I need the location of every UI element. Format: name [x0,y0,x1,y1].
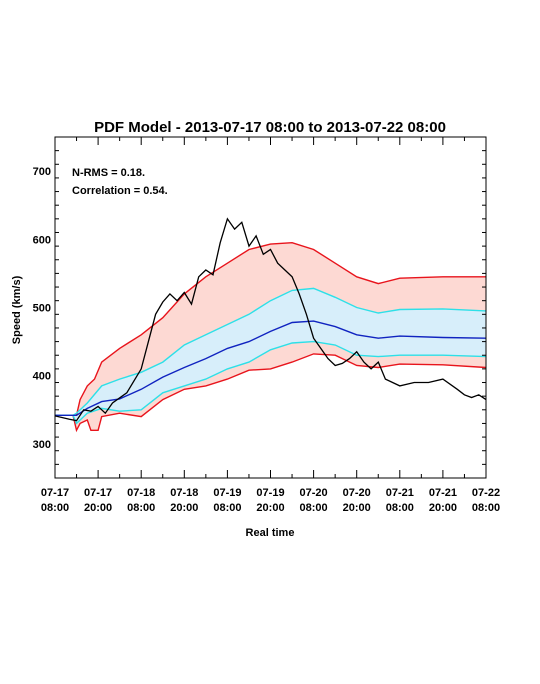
y-axis-label: Speed (km/s) [11,275,23,344]
x-tick-date: 07-20 [300,487,328,499]
inner-band-fill [55,288,486,424]
x-tick-date: 07-18 [170,487,198,499]
x-tick-time: 08:00 [300,502,328,514]
x-tick-date: 07-17 [84,487,112,499]
median-line [55,320,487,416]
y-tick-label: 600 [33,234,51,246]
x-tick-date: 07-18 [127,487,155,499]
x-tick-date: 07-20 [343,487,371,499]
chart-title: PDF Model - 2013-07-17 08:00 to 2013-07-… [94,119,446,136]
y-tick-labels: 300 400 500 600 700 [33,166,51,451]
x-tick-time: 20:00 [84,502,112,514]
y-tick-label: 300 [33,439,51,451]
x-tick-time: 08:00 [472,502,500,514]
plot-area [54,217,487,433]
x-tick-time: 08:00 [386,502,414,514]
x-tick-time: 20:00 [170,502,198,514]
y-tick-label: 700 [33,166,51,178]
x-tick-time: 20:00 [429,502,457,514]
observed-speed-line [54,217,487,422]
x-tick-date: 07-19 [213,487,241,499]
x-axis-label: Real time [246,527,295,539]
x-tick-date: 07-19 [256,487,284,499]
x-tick-date: 07-21 [386,487,414,499]
nrms-annotation: N-RMS = 0.18. [72,167,145,179]
inner-lower-line [55,340,487,425]
x-tick-labels: 07-17 08:00 07-17 20:00 07-18 08:00 07-18 20:00… [41,487,500,514]
y-tick-label: 400 [33,371,51,383]
x-tick-time: 08:00 [41,502,69,514]
x-tick-date: 07-21 [429,487,457,499]
plot-frame [54,136,487,479]
x-tick-time: 08:00 [213,502,241,514]
x-tick-date: 07-22 [472,487,500,499]
x-tick-time: 20:00 [256,502,284,514]
x-tick-date: 07-17 [41,487,69,499]
inner-upper-line [55,287,487,416]
correlation-annotation: Correlation = 0.54. [72,185,168,197]
x-tick-time: 20:00 [343,502,371,514]
outer-lower-line [55,353,487,433]
x-tick-time: 08:00 [127,502,155,514]
y-tick-label: 500 [33,303,51,315]
